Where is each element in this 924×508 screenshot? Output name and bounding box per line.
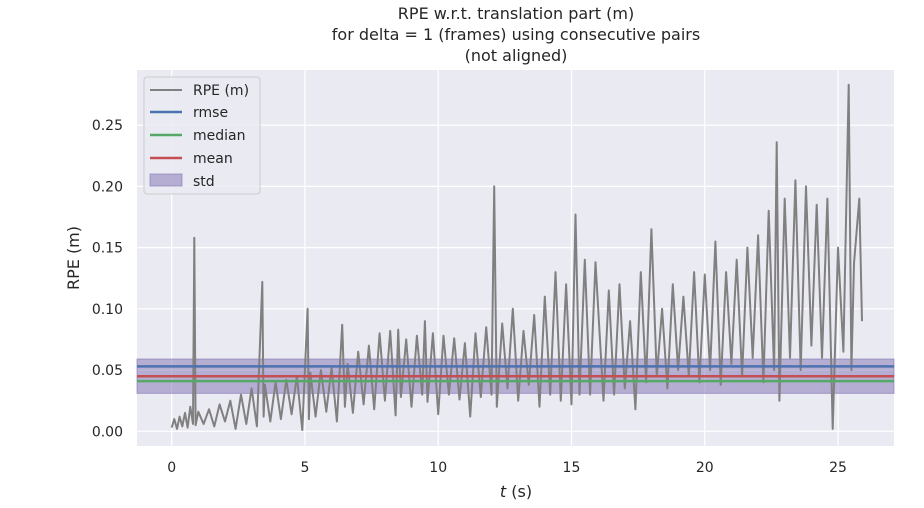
legend-swatch-std	[149, 173, 183, 187]
y-tick-label: 0.20	[92, 179, 123, 195]
legend: RPE (m) rmse median mean std	[143, 76, 261, 195]
series-layer	[170, 83, 863, 432]
legend-label-rpe: RPE (m)	[193, 83, 249, 99]
x-tick-label: 0	[167, 460, 176, 476]
x-axis-label-unit: (s)	[506, 482, 532, 501]
tick-labels: 0 5 10 15 20 25 0.00 0.05 0.10 0.15 0.20 0.25	[92, 118, 847, 476]
x-tick-label: 10	[429, 460, 447, 476]
legend-label-rmse: rmse	[193, 105, 228, 121]
legend-label-median: median	[193, 128, 245, 144]
stat-lines-layer	[137, 365, 894, 383]
y-axis-label: RPE (m)	[64, 226, 83, 290]
x-tick-label: 5	[300, 460, 309, 476]
x-axis-label: t (s)	[500, 482, 532, 501]
rpe-series-line	[170, 83, 863, 432]
legend-frame	[143, 76, 261, 195]
x-tick-label: 20	[696, 460, 714, 476]
legend-label-std: std	[193, 174, 215, 190]
y-tick-label: 0.15	[92, 241, 123, 257]
legend-label-mean: mean	[193, 151, 233, 167]
x-tick-label: 15	[563, 460, 581, 476]
y-tick-label: 0.10	[92, 302, 123, 318]
x-tick-label: 25	[829, 460, 847, 476]
x-axis-label-var: t	[500, 482, 507, 501]
y-tick-label: 0.05	[92, 363, 123, 379]
y-tick-label: 0.00	[92, 424, 123, 440]
chart-title-line-3: (not aligned)	[465, 46, 568, 65]
chart-title-line-2: for delta = 1 (frames) using consecutive…	[332, 25, 700, 44]
y-tick-label: 0.25	[92, 118, 123, 134]
chart-title-line-1: RPE w.r.t. translation part (m)	[398, 4, 634, 23]
